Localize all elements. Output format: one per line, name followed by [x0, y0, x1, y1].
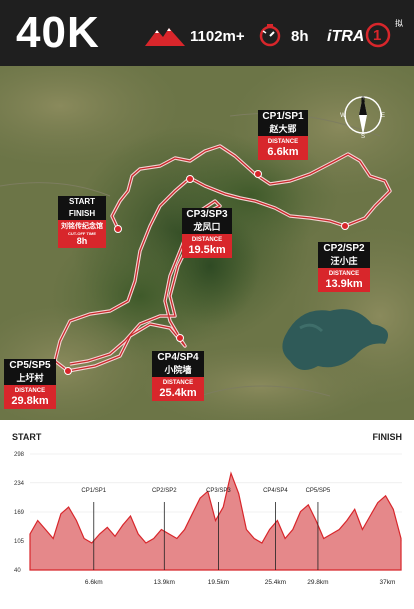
checkpoint-km-label: 29.8km [307, 579, 328, 586]
compass-e: E [381, 113, 385, 119]
checkpoint-km-label: 13.9km [154, 579, 175, 586]
start-text: START [58, 196, 106, 208]
cp5-distance: 29.8km [4, 395, 56, 409]
cp3-label: CP3/SP3 龙凤口 DISTANCE 19.5km [182, 208, 232, 258]
cp2-marker[interactable] [341, 222, 349, 230]
y-tick-label: 234 [14, 481, 25, 487]
cp3-marker[interactable] [186, 175, 194, 183]
checkpoint-km-label: 6.6km [85, 579, 103, 586]
cp5-label: CP5/SP5 上圩村 DISTANCE 29.8km [4, 359, 56, 409]
cp5-distance-label: DISTANCE [4, 385, 56, 395]
start-place: 刘铭传纪念馆 [58, 220, 106, 231]
start-marker[interactable] [114, 225, 122, 233]
cp5-name: CP5/SP5 [4, 359, 56, 373]
checkpoint-name-label: CP1/SP1 [81, 488, 106, 494]
cp1-place: 赵大郢 [258, 124, 308, 136]
compass-n: N [361, 98, 365, 104]
end-km-label: 37km [380, 579, 396, 586]
cutoff-value: 8h [58, 236, 106, 248]
cp1-marker[interactable] [254, 170, 262, 178]
y-tick-label: 169 [14, 510, 25, 516]
cp5-marker[interactable] [64, 367, 72, 375]
cp1-name: CP1/SP1 [258, 110, 308, 124]
cp4-place: 小院墙 [152, 365, 204, 377]
cutoff-label: CUT-OFF TIME [58, 231, 106, 236]
itra-points-circle [365, 22, 391, 48]
cp4-distance-label: DISTANCE [152, 377, 204, 387]
cp2-distance: 13.9km [318, 278, 370, 292]
cp5-place: 上圩村 [4, 373, 56, 385]
finish-text: FINISH [58, 208, 106, 220]
cp4-label: CP4/SP4 小院墙 DISTANCE 25.4km [152, 351, 204, 401]
checkpoint-name-label: CP2/SP2 [152, 488, 177, 494]
y-tick-label: 105 [14, 539, 25, 545]
elevation-area [29, 471, 402, 571]
route-line [53, 144, 392, 375]
mountain-icon [145, 28, 185, 46]
elevation-chart: CP1/SP1 6.6km CP2/SP2 13.9km CP3/SP3 19.5km CP… [14, 452, 402, 586]
y-tick-label: 40 [14, 568, 21, 574]
cp3-name: CP3/SP3 [182, 208, 232, 222]
time-limit: 8h [291, 28, 309, 45]
checkpoint-km-label: 19.5km [208, 579, 229, 586]
cp1-distance-label: DISTANCE [258, 136, 308, 146]
route-map[interactable]: N E S W START FINISH 刘铭传纪念馆 CUT-OFF TIME… [0, 66, 414, 420]
cp1-label: CP1/SP1 赵大郢 DISTANCE 6.6km [258, 110, 308, 160]
elevation-gain: 1102m+ [190, 28, 245, 45]
header-bar: 40K 1102m+ 8h iTRA 1 拟 [0, 0, 414, 66]
profile-finish-label: FINISH [372, 432, 402, 442]
compass-s: S [361, 134, 365, 140]
cp2-label: CP2/SP2 汪小庄 DISTANCE 13.9km [318, 242, 370, 292]
compass-w: W [340, 113, 346, 119]
elevation-profile: START FINISH CP1/SP1 6.6km CP2/SP2 13.9km CP… [0, 420, 414, 609]
checkpoint-km-label: 25.4km [265, 579, 286, 586]
cp4-distance: 25.4km [152, 387, 204, 401]
cp3-distance-label: DISTANCE [182, 234, 232, 244]
cp4-name: CP4/SP4 [152, 351, 204, 365]
cp2-distance-label: DISTANCE [318, 268, 370, 278]
checkpoint-name-label: CP4/SP4 [263, 488, 288, 494]
checkpoint-name-label: CP3/SP3 [206, 488, 231, 494]
start-finish-label: START FINISH 刘铭传纪念馆 CUT-OFF TIME 8h [58, 196, 106, 248]
itra-suffix: 拟 [395, 19, 403, 28]
stopwatch-icon [259, 24, 281, 47]
cp3-distance: 19.5km [182, 244, 232, 258]
itra-points: 1 [373, 27, 382, 44]
race-title: 40K [16, 8, 100, 57]
checkpoint-name-label: CP5/SP5 [306, 488, 331, 494]
cp2-place: 汪小庄 [318, 256, 370, 268]
cp4-marker[interactable] [176, 334, 184, 342]
cp3-place: 龙凤口 [182, 222, 232, 234]
compass-icon: N E S W [340, 95, 385, 140]
profile-start-label: START [12, 432, 42, 442]
y-tick-label: 298 [14, 452, 25, 458]
cp1-distance: 6.6km [258, 146, 308, 160]
cp2-name: CP2/SP2 [318, 242, 370, 256]
itra-logo: iTRA [327, 28, 365, 45]
